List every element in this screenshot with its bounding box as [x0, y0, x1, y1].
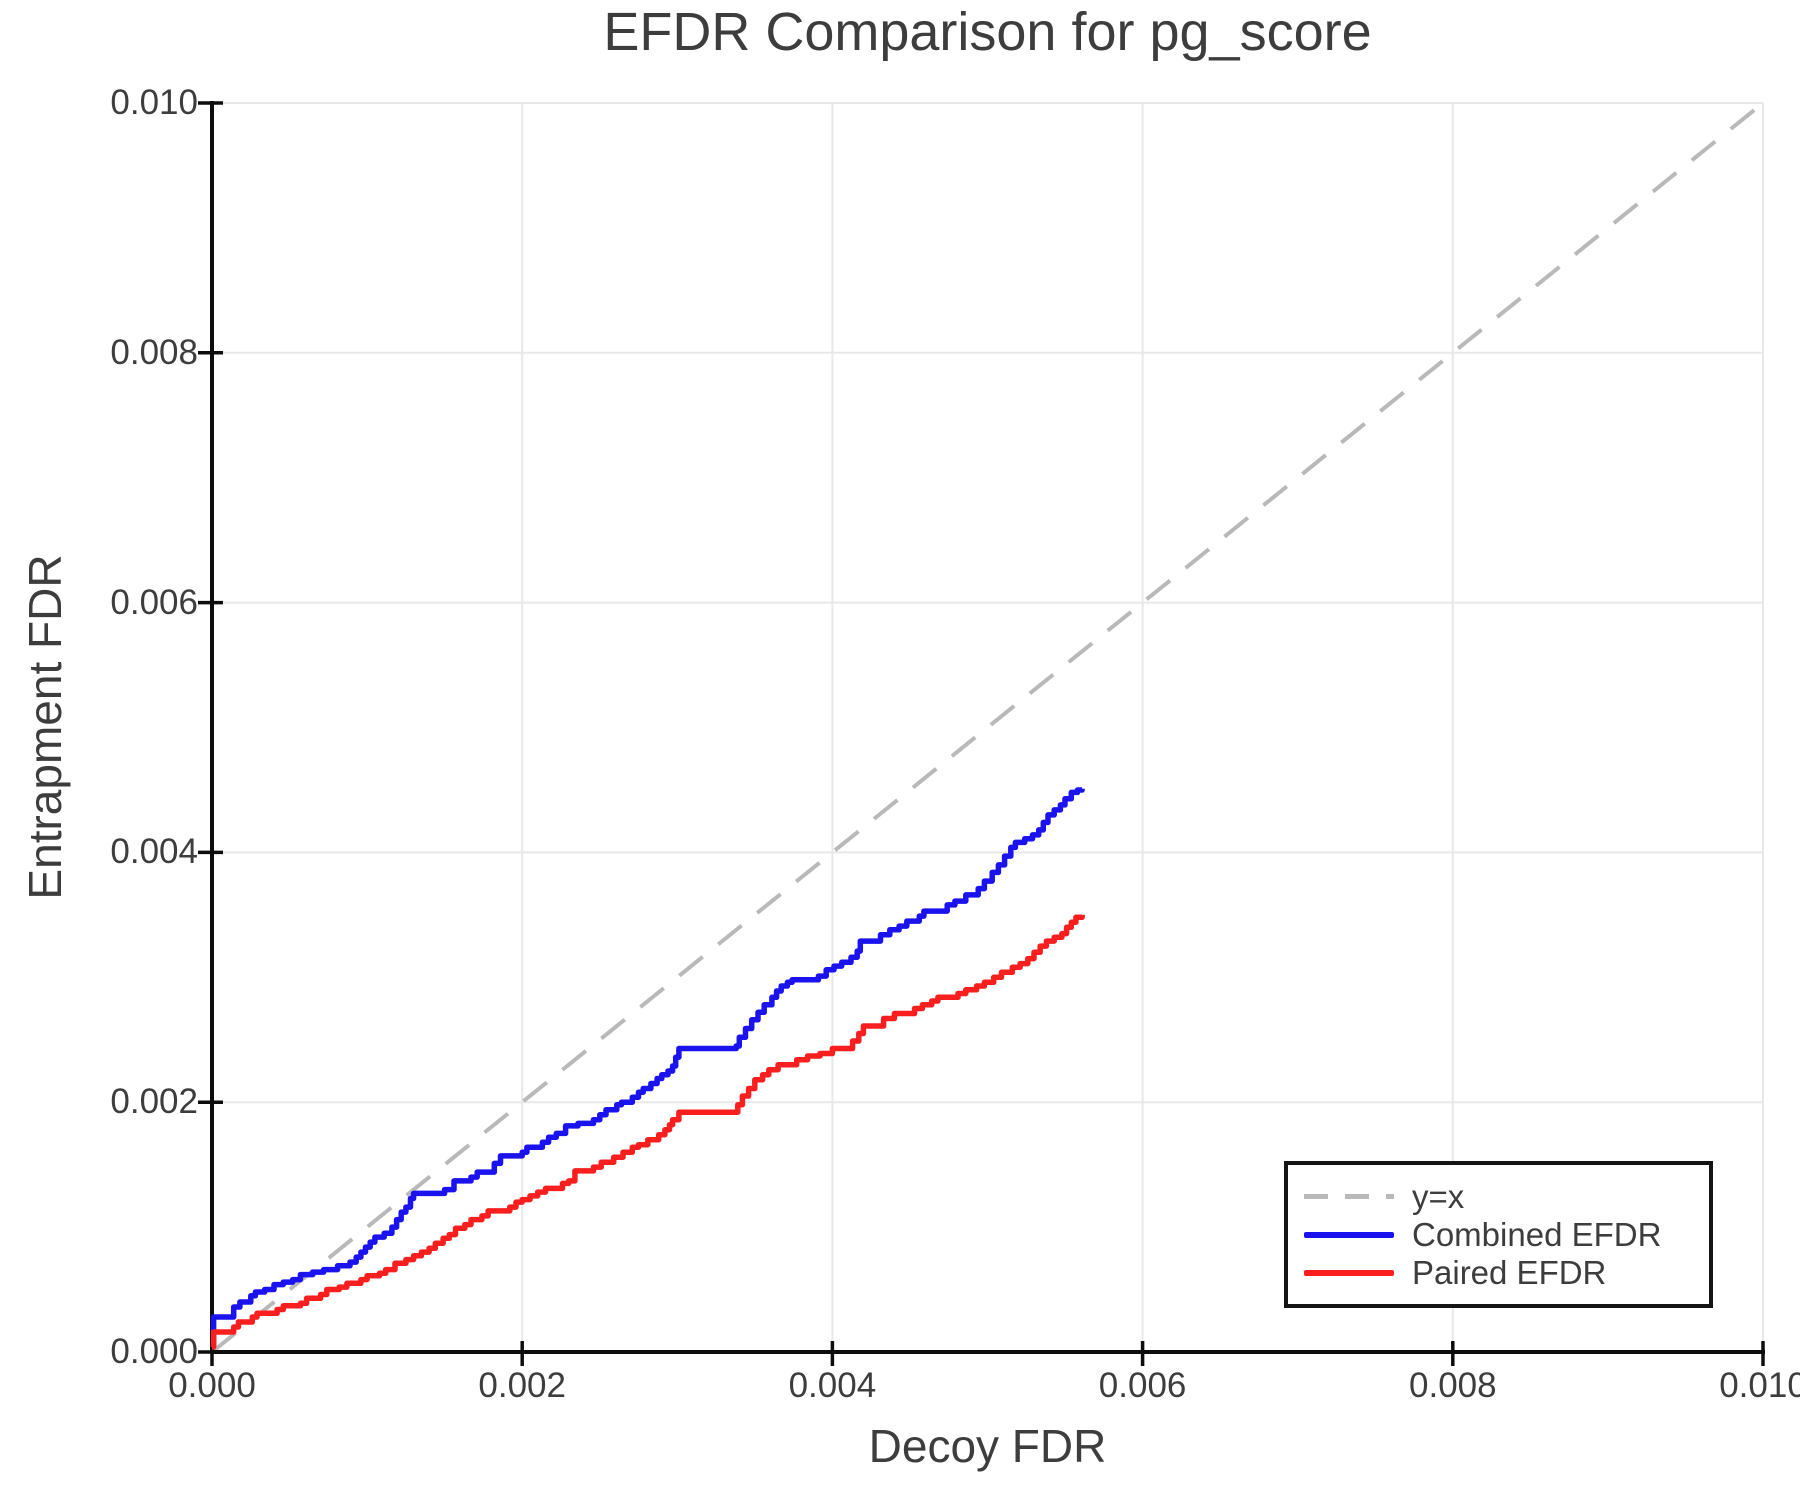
y-tick-label: 0.008	[110, 332, 198, 372]
axes	[210, 101, 1765, 1354]
legend-label-paired: Paired EFDR	[1412, 1254, 1607, 1291]
legend-label-combined: Combined EFDR	[1412, 1216, 1662, 1253]
legend-box: y=x Combined EFDR Paired EFDR	[1284, 1161, 1713, 1308]
legend-row-combined: Combined EFDR	[1304, 1216, 1709, 1254]
combined-efdr-line	[210, 787, 1085, 1349]
combined-line-sample	[1304, 1231, 1394, 1238]
paired-line-sample	[1304, 1269, 1394, 1276]
y-tick-label: 0.002	[110, 1082, 198, 1122]
y-tick-label: 0.006	[110, 582, 198, 622]
y-tick-label: 0.000	[110, 1332, 198, 1371]
x-axis-label: Decoy FDR	[868, 1420, 1107, 1472]
y-tick-label: 0.010	[110, 83, 198, 122]
legend-label-reference: y=x	[1412, 1178, 1465, 1215]
chart-title: EFDR Comparison for pg_score	[603, 2, 1372, 62]
x-tick-label: 0.006	[1098, 1366, 1187, 1405]
x-tick-label: 0.000	[168, 1366, 256, 1405]
reference-line-sample	[1304, 1194, 1394, 1199]
y-axis-label: Entrapment FDR	[19, 554, 71, 900]
y-tick-label: 0.004	[110, 832, 198, 872]
x-tick-label: 0.002	[478, 1366, 566, 1405]
tick-marks	[198, 101, 1765, 1366]
x-tick-label: 0.010	[1719, 1366, 1800, 1405]
legend-row-reference: y=x	[1304, 1178, 1709, 1216]
reference-line-y-equals-x	[210, 101, 1765, 1354]
legend-row-paired: Paired EFDR	[1304, 1254, 1709, 1292]
x-tick-label: 0.008	[1409, 1366, 1497, 1405]
x-tick-label: 0.004	[788, 1366, 877, 1405]
paired-efdr-line	[210, 914, 1085, 1350]
